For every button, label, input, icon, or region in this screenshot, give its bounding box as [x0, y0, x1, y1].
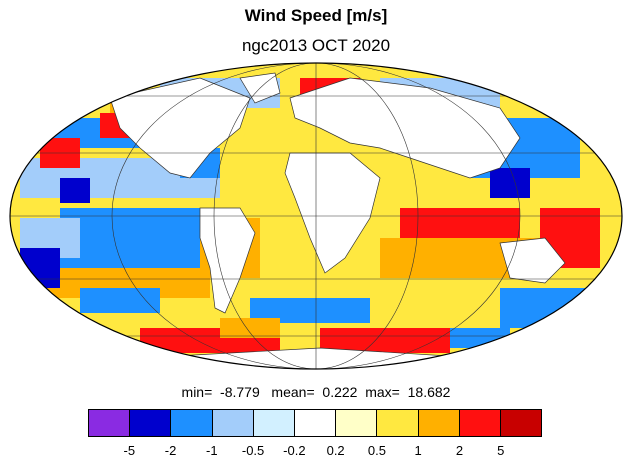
colorbar-swatch	[253, 410, 295, 436]
land-masses	[109, 72, 566, 369]
colorbar-swatch	[377, 410, 419, 436]
colorbar-swatch	[89, 410, 131, 436]
colorbar-tick-label: -1	[206, 443, 218, 458]
stats-line: min= -8.779 mean= 0.222 max= 18.682	[0, 384, 632, 400]
colorbar-tick-label: 2	[455, 443, 464, 458]
colorbar-swatch	[130, 410, 172, 436]
map-title: Wind Speed [m/s]	[244, 6, 388, 25]
colorbar-tick-label: 5	[497, 443, 505, 458]
map-border	[9, 62, 623, 370]
colorbar-swatch	[500, 410, 542, 436]
colorbar-swatch	[459, 410, 501, 436]
max-label: max=	[365, 384, 400, 400]
colorbar-swatch	[294, 410, 337, 436]
min-label: min=	[181, 384, 213, 400]
colorbar-tick-label: 0.5	[367, 443, 386, 458]
colorbar-tick-label: 0.2	[326, 443, 345, 458]
min-value: -8.779	[220, 384, 260, 400]
max-value: 18.682	[407, 384, 451, 400]
colorbar	[88, 409, 542, 437]
colorbar-tick-label: -0.2	[283, 443, 306, 458]
mean-label: mean=	[271, 384, 315, 400]
mean-value: 0.222	[322, 384, 358, 400]
wind-speed-map	[9, 62, 623, 370]
colorbar-tick-label: -5	[123, 443, 136, 458]
colorbar-tick-label: 1	[414, 443, 422, 458]
map-subtitle: ngc2013 OCT 2020	[241, 36, 391, 55]
colorbar-tick-label: -2	[164, 443, 177, 458]
colorbar-swatch	[171, 410, 213, 436]
colorbar-swatch	[418, 410, 460, 436]
colorbar-swatch	[212, 410, 254, 436]
colorbar-swatch	[336, 410, 378, 436]
colorbar-tick-label: -0.5	[241, 443, 265, 458]
colorbar-ticks: -5 -2 -1 -0.5 -0.2 0.2 0.5 1 2 5	[88, 443, 542, 461]
